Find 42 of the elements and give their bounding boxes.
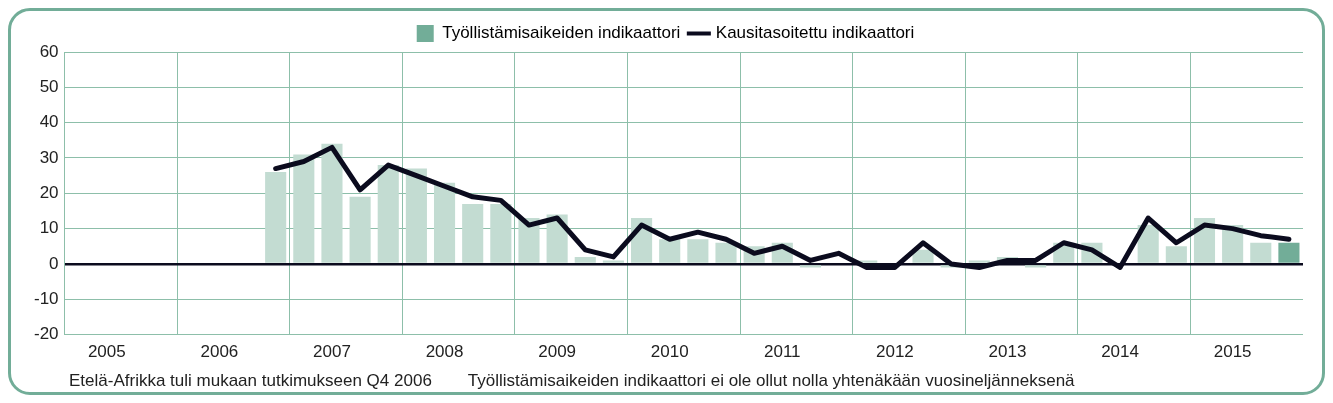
x-tick-label: 2007 [313,342,351,362]
bar [602,260,624,263]
bar [433,182,456,263]
x-tick-label: 2008 [425,342,464,362]
bar [462,203,484,263]
x-tick-label: 2010 [650,342,689,362]
bar [574,256,596,263]
bar [490,203,512,263]
bar [715,242,737,263]
y-tick-label: 60 [39,41,59,61]
bar [659,239,681,263]
text: Etelä-Afrikka tuli mukaan tutkimukseen Q4 2006 [69,371,432,391]
bar [1278,242,1300,263]
x-tick-label: 2014 [1101,342,1139,362]
x-tick-label: 2009 [538,342,577,362]
legend-label: Kausitasoitettu indikaattori [715,23,915,43]
x-tick-label: 2015 [1213,342,1252,362]
bar [321,143,343,263]
y-tick-label: 10 [39,218,59,238]
y-tick-label: -20 [33,324,59,344]
y-tick-label: 50 [39,77,59,97]
x-tick-label: 2005 [87,342,126,362]
y-tick-label: 30 [39,147,59,167]
bar [405,168,427,263]
bar [377,165,399,263]
bar [265,172,287,263]
bar [1250,242,1272,263]
bar [687,239,709,263]
y-tick-label: 0 [49,253,59,273]
x-tick-label: 2012 [875,342,914,362]
x-tick-label: 2013 [988,342,1027,362]
y-tick-label: 20 [39,182,59,202]
text: Työllistämisaikeiden indikaattori ei ole ollut nolla yhtenäkään vuosineljänneksenä [467,371,1075,391]
x-tick-label: 2011 [764,342,801,362]
bar [1165,246,1187,263]
bar [293,154,315,263]
bar [968,260,990,263]
y-tick-label: -10 [33,288,59,308]
bar [349,196,371,263]
legend-label: Työllistämisaikeiden indikaattori [442,23,681,43]
x-tick-label: 2006 [200,342,239,362]
y-tick-label: 40 [39,112,59,132]
